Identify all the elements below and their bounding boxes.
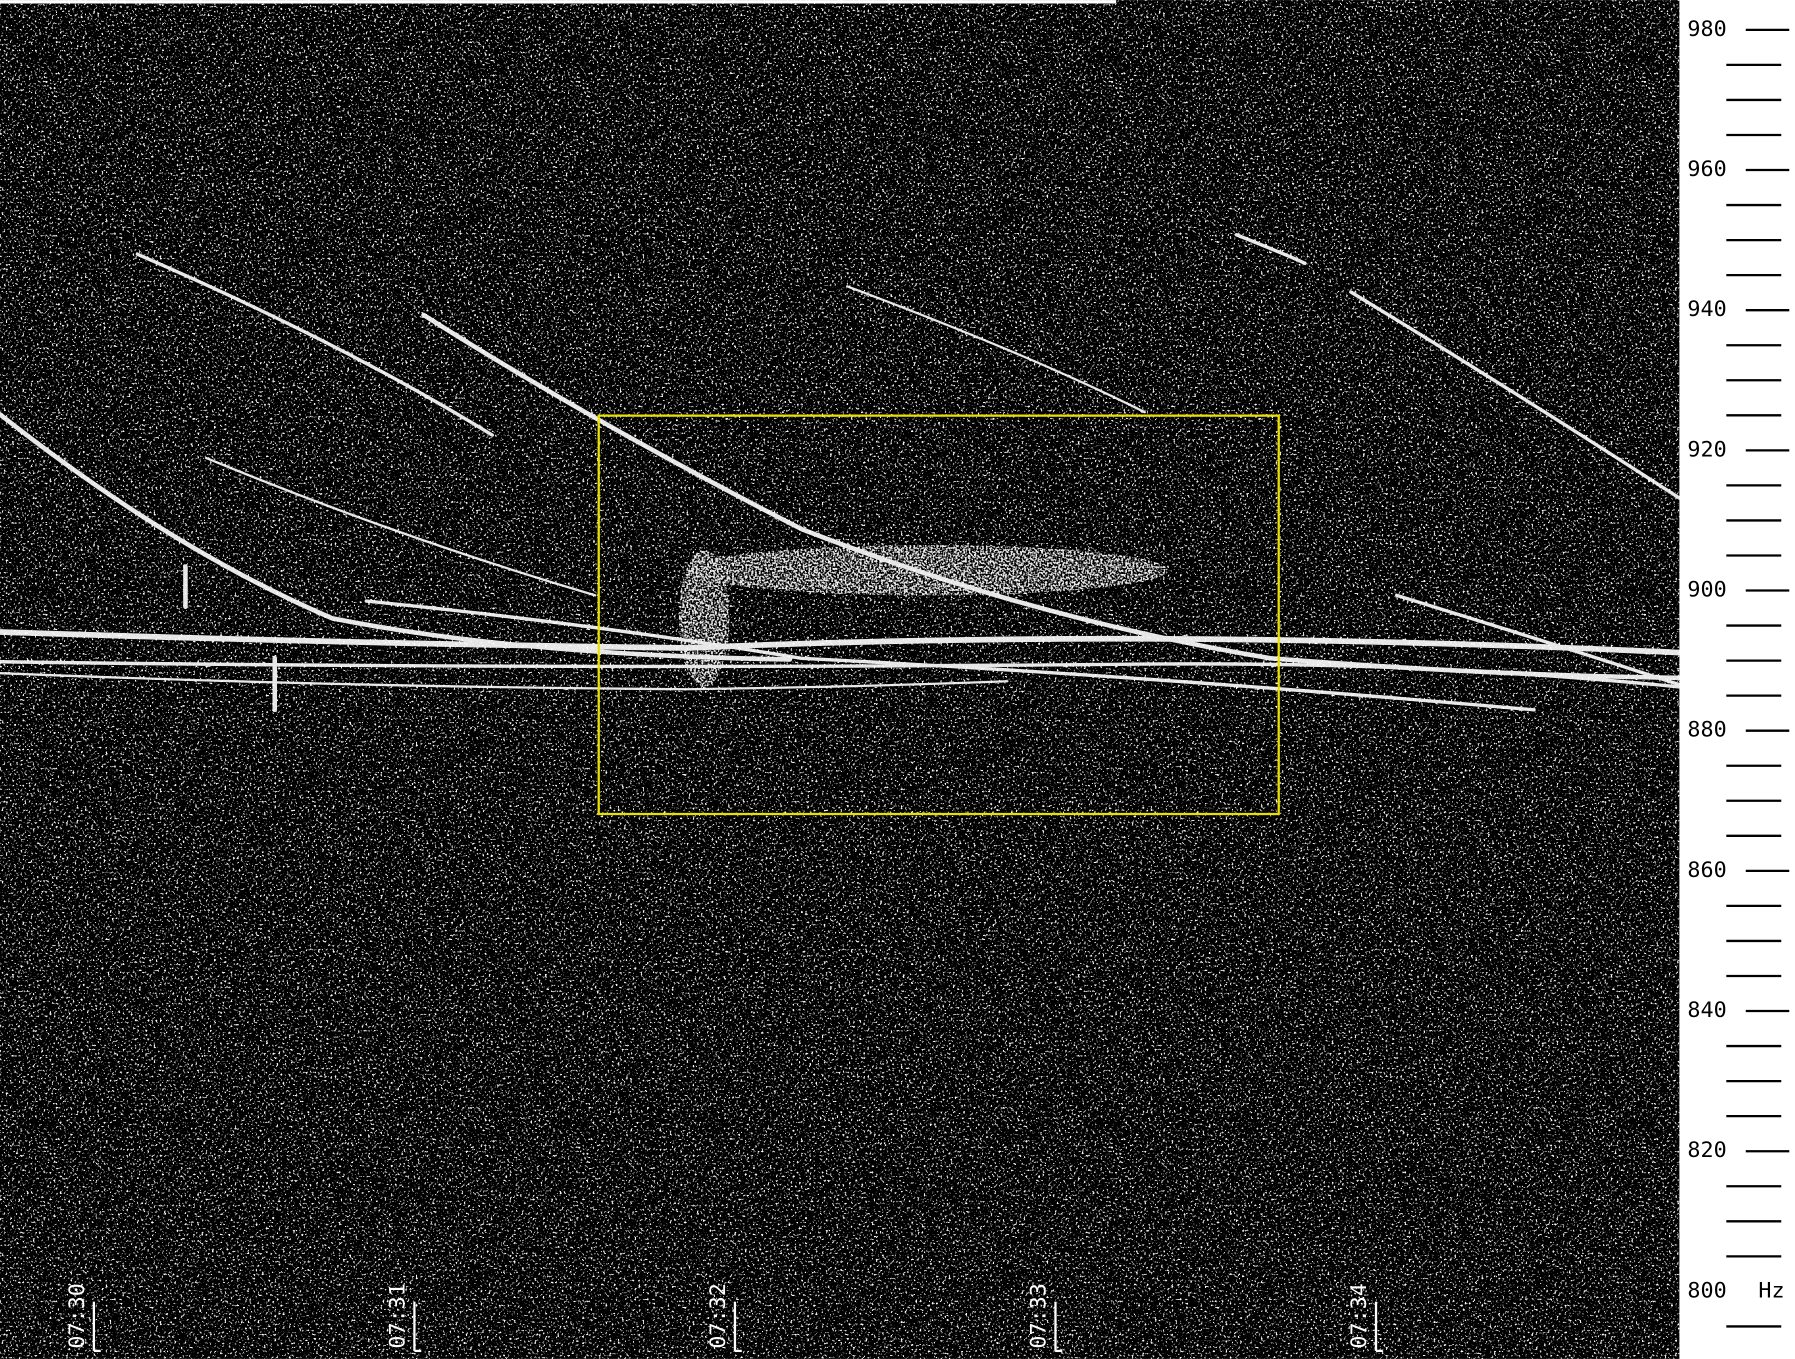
streak	[183, 564, 278, 713]
progress-bar	[0, 0, 1117, 4]
frequency-label: 880	[1687, 718, 1726, 743]
frequency-label: 940	[1687, 297, 1726, 322]
streak	[0, 412, 793, 662]
time-label: 07:31	[385, 1283, 410, 1348]
frequency-label: 840	[1687, 998, 1726, 1023]
noise	[0, 0, 1680, 1359]
time-label: 07:33	[1026, 1283, 1051, 1348]
streak	[1394, 593, 1682, 687]
unit-label: Hz	[1758, 1278, 1784, 1303]
meteor-streaks	[0, 233, 1683, 713]
time-label: 07:30	[65, 1283, 90, 1348]
frequency-label: 920	[1687, 437, 1726, 462]
streak	[135, 252, 494, 437]
frequency-label: 900	[1687, 578, 1726, 603]
meteor-cloud	[686, 544, 1168, 596]
time-label: 07:32	[706, 1283, 731, 1348]
streak	[204, 456, 597, 597]
frequency-label: 960	[1687, 157, 1726, 182]
time-label: 07:34	[1347, 1283, 1372, 1348]
frequency-label: 800	[1687, 1278, 1726, 1303]
meteor-cloud	[678, 549, 730, 687]
frequency-label: 820	[1687, 1138, 1726, 1163]
streak	[0, 660, 1682, 689]
frequency-label: 980	[1687, 17, 1726, 42]
streak	[845, 285, 1146, 414]
streak	[1234, 233, 1682, 500]
frequency-label: 860	[1687, 858, 1726, 883]
selection-box	[597, 414, 1280, 816]
streak	[364, 599, 1536, 712]
